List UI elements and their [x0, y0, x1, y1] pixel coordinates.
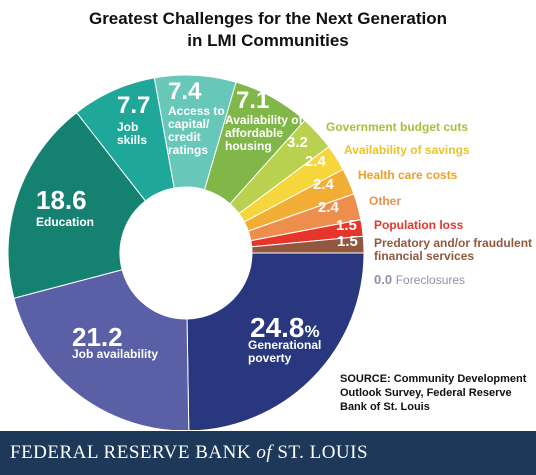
category-label-predatory-and-or-fraudulent-financial-services-2: financial services	[374, 249, 474, 263]
source-note: SOURCE: Community Development Outlook Su…	[340, 372, 530, 414]
category-label-generational-poverty-1: Generational	[248, 338, 321, 352]
category-label-job-skills-1: Job	[117, 120, 138, 134]
value-label-health-care-costs: 2.4	[313, 176, 335, 193]
value-label-availability-of-affordable-housing: 7.1	[236, 87, 269, 114]
footer-brand-of: of	[256, 442, 273, 463]
category-label-job-availability-1: Job availability	[72, 347, 158, 361]
source-line-3: Bank of St. Louis	[340, 401, 430, 413]
category-label-predatory-and-or-fraudulent-financial-services-1: Predatory and/or fraudulent	[374, 236, 532, 250]
value-label-education: 18.6	[36, 185, 87, 215]
value-label-job-skills: 7.7	[117, 92, 150, 119]
chart-title-line-2: in LMI Communities	[187, 31, 349, 50]
category-label-access-to-capital-credit-ratings-4: ratings	[168, 143, 208, 157]
value-label-population-loss: 1.5	[336, 217, 357, 234]
slice-education	[7, 111, 147, 299]
footer-brand-part2: ST. LOUIS	[277, 442, 369, 463]
footer-brand-part1: FEDERAL RESERVE BANK	[10, 442, 252, 463]
slice-generational-poverty	[186, 252, 365, 430]
category-label-access-to-capital-credit-ratings-2: capital/	[168, 117, 210, 131]
category-label-population-loss-1: Population loss	[374, 218, 464, 232]
category-label-access-to-capital-credit-ratings-1: Access to	[168, 104, 225, 118]
category-label-job-skills-2: skills	[117, 133, 147, 147]
footer-banner: FEDERAL RESERVE BANK of ST. LOUIS	[0, 431, 536, 475]
category-label-availability-of-savings-1: Availability of savings	[344, 143, 470, 157]
value-label-other: 2.4	[318, 199, 340, 216]
slice-job-availability	[13, 269, 190, 430]
chart-title: Greatest Challenges for the Next Generat…	[0, 8, 536, 52]
value-label-government-budget-cuts: 3.2	[287, 134, 308, 151]
slice-predatory-and-or-fraudulent-financial-services	[251, 235, 365, 254]
category-label-availability-of-affordable-housing-2: affordable	[225, 126, 283, 140]
value-label-foreclosures: 0.0 Foreclosures	[374, 272, 465, 287]
value-label-access-to-capital-credit-ratings: 7.4	[168, 78, 202, 105]
category-label-education-1: Education	[36, 215, 94, 229]
value-label-availability-of-savings: 2.4	[305, 153, 327, 170]
value-label-predatory-and-or-fraudulent-financial-services: 1.5	[337, 233, 358, 250]
category-label-government-budget-cuts-1: Government budget cuts	[326, 120, 468, 134]
category-label-availability-of-affordable-housing-3: housing	[225, 139, 272, 153]
category-label-access-to-capital-credit-ratings-3: credit	[168, 130, 201, 144]
category-label-foreclosures: Foreclosures	[396, 273, 465, 287]
source-line-2: Outlook Survey, Federal Reserve	[340, 387, 512, 399]
category-label-health-care-costs-1: Health care costs	[358, 168, 458, 182]
value-label-generational-poverty: 24.8%	[250, 312, 320, 343]
value-label-job-availability: 21.2	[72, 322, 123, 352]
source-line-1: SOURCE: Community Development	[340, 373, 527, 385]
chart-title-line-1: Greatest Challenges for the Next Generat…	[88, 9, 448, 28]
category-label-other-1: Other	[369, 194, 401, 208]
category-label-availability-of-affordable-housing-1: Availability of	[225, 113, 304, 127]
category-label-generational-poverty-2: poverty	[248, 351, 292, 365]
